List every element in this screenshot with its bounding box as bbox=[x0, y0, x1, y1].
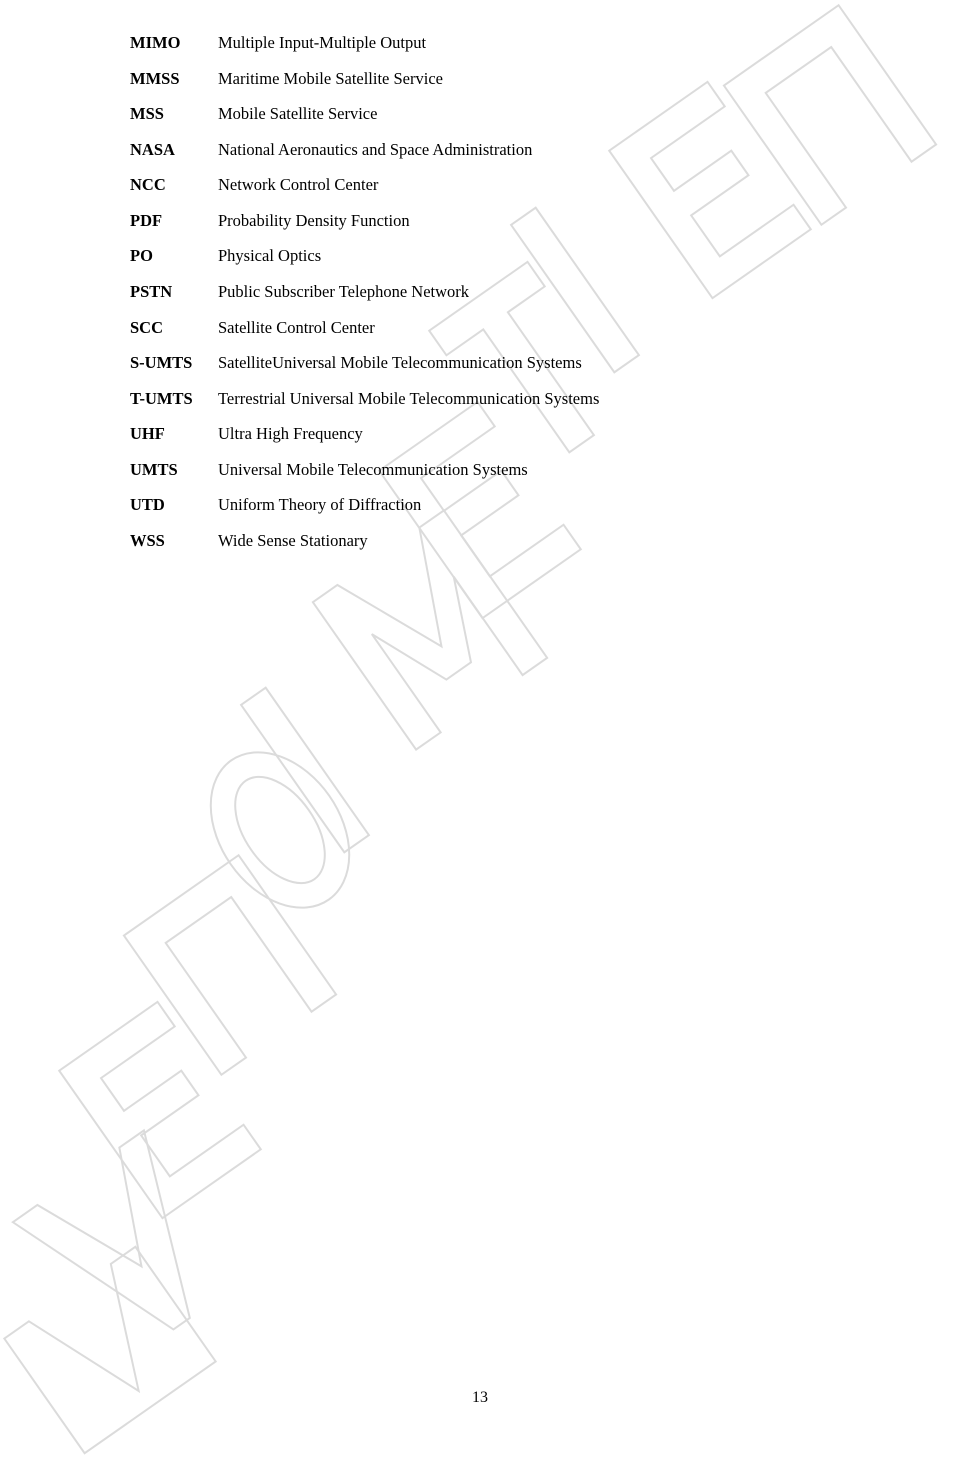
abbrev-row: NASA National Aeronautics and Space Admi… bbox=[130, 137, 845, 163]
abbrev-term: MIMO bbox=[130, 30, 218, 56]
abbrev-definition: Universal Mobile Telecommunication Syste… bbox=[218, 457, 845, 483]
abbrev-definition: Satellite Control Center bbox=[218, 315, 845, 341]
abbrev-term: UHF bbox=[130, 421, 218, 447]
page-number: 13 bbox=[472, 1389, 488, 1407]
abbrev-row: MMSS Maritime Mobile Satellite Service bbox=[130, 66, 845, 92]
abbrev-definition: Public Subscriber Telephone Network bbox=[218, 279, 845, 305]
abbrev-term: PSTN bbox=[130, 279, 218, 305]
abbrev-term: NASA bbox=[130, 137, 218, 163]
abbrev-definition: Maritime Mobile Satellite Service bbox=[218, 66, 845, 92]
abbrev-term: S-UMTS bbox=[130, 350, 218, 376]
abbrev-term: NCC bbox=[130, 172, 218, 198]
abbrev-definition: Mobile Satellite Service bbox=[218, 101, 845, 127]
abbrev-definition: Network Control Center bbox=[218, 172, 845, 198]
abbrev-term: UTD bbox=[130, 492, 218, 518]
abbrev-definition: Terrestrial Universal Mobile Telecommuni… bbox=[218, 386, 845, 412]
abbrev-term: PDF bbox=[130, 208, 218, 234]
abbrev-row: PDF Probability Density Function bbox=[130, 208, 845, 234]
abbrev-definition: Uniform Theory of Diffraction bbox=[218, 492, 845, 518]
abbrev-row: WSS Wide Sense Stationary bbox=[130, 528, 845, 554]
abbrev-term: UMTS bbox=[130, 457, 218, 483]
abbrev-term: SCC bbox=[130, 315, 218, 341]
abbrev-definition: Ultra High Frequency bbox=[218, 421, 845, 447]
abbrev-term: MMSS bbox=[130, 66, 218, 92]
abbrev-row: UMTS Universal Mobile Telecommunication … bbox=[130, 457, 845, 483]
abbrev-row: PSTN Public Subscriber Telephone Network bbox=[130, 279, 845, 305]
abbrev-row: SCC Satellite Control Center bbox=[130, 315, 845, 341]
abbrev-definition: National Aeronautics and Space Administr… bbox=[218, 137, 845, 163]
abbrev-row: T-UMTS Terrestrial Universal Mobile Tele… bbox=[130, 386, 845, 412]
abbrev-row: NCC Network Control Center bbox=[130, 172, 845, 198]
abbrev-definition: Physical Optics bbox=[218, 243, 845, 269]
abbreviation-list: MIMO Multiple Input-Multiple Output MMSS… bbox=[130, 30, 845, 553]
abbrev-row: PO Physical Optics bbox=[130, 243, 845, 269]
abbrev-definition: Wide Sense Stationary bbox=[218, 528, 845, 554]
abbrev-row: MSS Mobile Satellite Service bbox=[130, 101, 845, 127]
abbrev-term: MSS bbox=[130, 101, 218, 127]
abbrev-definition: SatelliteUniversal Mobile Telecommunicat… bbox=[218, 350, 845, 376]
abbrev-row: MIMO Multiple Input-Multiple Output bbox=[130, 30, 845, 56]
abbrev-definition: Multiple Input-Multiple Output bbox=[218, 30, 845, 56]
abbrev-term: WSS bbox=[130, 528, 218, 554]
abbrev-row: UTD Uniform Theory of Diffraction bbox=[130, 492, 845, 518]
abbrev-term: T-UMTS bbox=[130, 386, 218, 412]
abbrev-definition: Probability Density Function bbox=[218, 208, 845, 234]
abbrev-row: UHF Ultra High Frequency bbox=[130, 421, 845, 447]
abbrev-row: S-UMTS SatelliteUniversal Mobile Telecom… bbox=[130, 350, 845, 376]
abbrev-term: PO bbox=[130, 243, 218, 269]
